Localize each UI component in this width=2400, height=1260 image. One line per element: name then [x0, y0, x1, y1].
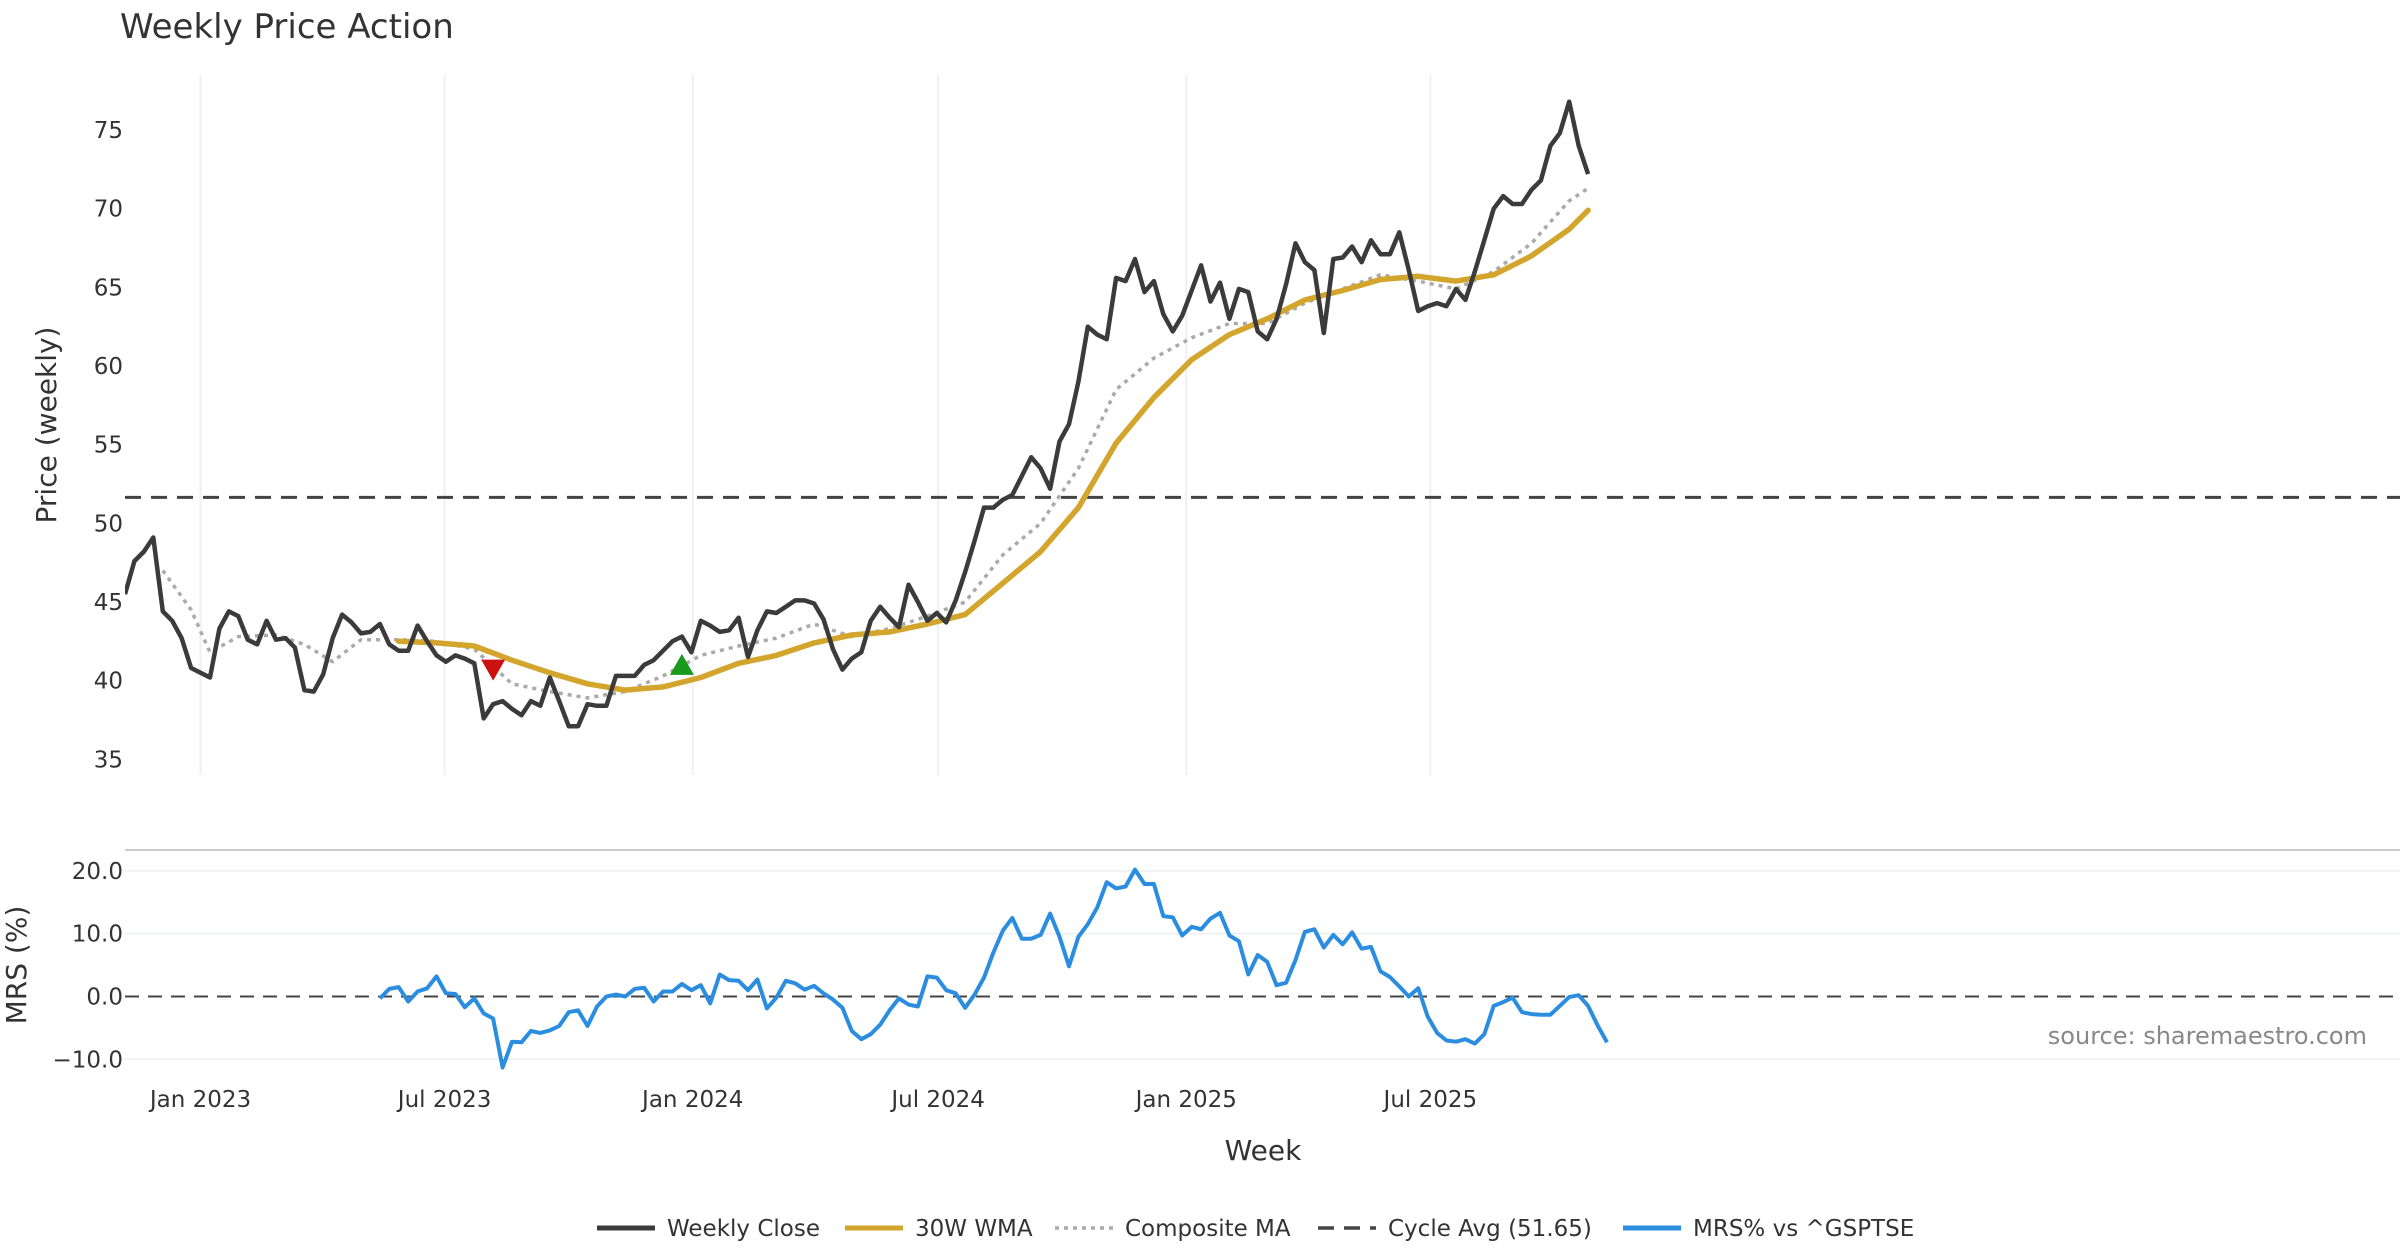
x-tick-label: Jul 2025 [1382, 1087, 1478, 1113]
legend-label-close: Weekly Close [667, 1216, 820, 1242]
price-y-axis: 35 40 45 50 55 60 65 70 75 [94, 118, 123, 773]
x-tick-label: Jul 2023 [396, 1087, 492, 1113]
price-y-tick-label: 40 [94, 669, 123, 695]
x-tick-label: Jan 2025 [1134, 1087, 1237, 1113]
x-axis: Jan 2023 Jul 2023 Jan 2024 Jul 2024 Jan 2025… [148, 1087, 1477, 1113]
price-y-tick-label: 45 [94, 590, 123, 616]
mrs-y-axis: 20.0 10.0 0.0 −10.0 [53, 859, 123, 1073]
x-tick-label: Jan 2023 [148, 1087, 251, 1113]
mrs-y-axis-title: MRS (%) [0, 906, 33, 1025]
buy-signal-marker [669, 653, 694, 675]
series-mrs [378, 867, 1609, 1070]
source-note: source: sharemaestro.com [2048, 1022, 2367, 1050]
legend-label-mrs: MRS% vs ^GSPTSE [1693, 1216, 1914, 1242]
x-axis-title: Week [1225, 1134, 1302, 1167]
price-y-tick-label: 65 [94, 275, 123, 301]
series-composite-ma [161, 186, 1590, 700]
price-y-tick-label: 70 [94, 197, 123, 223]
legend-label-wma: 30W WMA [915, 1216, 1033, 1242]
series-weekly-close [125, 99, 1591, 729]
legend: Weekly Close 30W WMA Composite MA Cycle Avg… [597, 1216, 1914, 1242]
chart-title: Weekly Price Action [120, 7, 454, 47]
x-tick-label: Jul 2024 [889, 1087, 985, 1113]
mrs-y-tick-label: 0.0 [86, 984, 123, 1010]
signal-markers [481, 653, 694, 681]
price-panel-grid [199, 75, 1432, 775]
sell-signal-marker [481, 659, 506, 681]
series-30w-wma [395, 207, 1591, 693]
price-y-tick-label: 60 [94, 354, 123, 380]
mrs-series-layer [125, 867, 2400, 1070]
legend-label-cycle: Cycle Avg (51.65) [1388, 1216, 1592, 1242]
mrs-y-tick-label: 10.0 [72, 922, 123, 948]
legend-label-composite: Composite MA [1125, 1216, 1291, 1242]
price-series-layer [125, 99, 2400, 729]
mrs-y-tick-label: −10.0 [53, 1047, 123, 1073]
price-y-tick-label: 35 [94, 747, 123, 773]
price-y-tick-label: 50 [94, 511, 123, 537]
price-y-axis-title: Price (weekly) [30, 327, 63, 524]
price-y-tick-label: 55 [94, 433, 123, 459]
price-y-tick-label: 75 [94, 118, 123, 144]
mrs-y-tick-label: 20.0 [72, 859, 123, 885]
x-tick-label: Jan 2024 [640, 1087, 743, 1113]
